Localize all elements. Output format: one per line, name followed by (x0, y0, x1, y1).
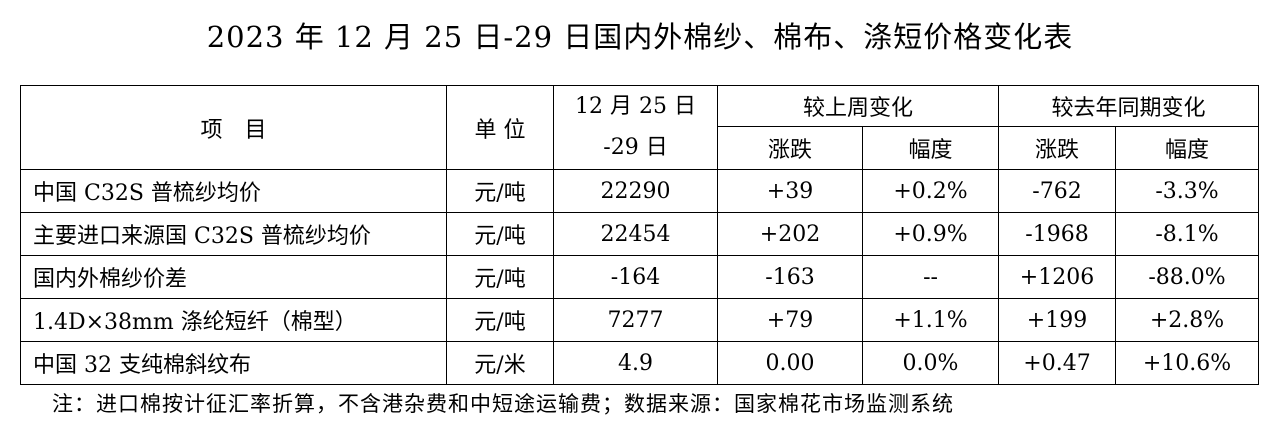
data-cell: -3.3% (1115, 169, 1260, 213)
data-cell: +0.47 (998, 341, 1117, 385)
data-cell: 4.9 (553, 341, 718, 385)
data-cell: +199 (998, 298, 1117, 342)
data-row: 国内外棉纱价差 元/吨 -164 -163 -- +1206 -88.0% (20, 255, 1260, 299)
data-cell: 7277 (553, 298, 718, 342)
data-cell: 元/吨 (446, 169, 554, 213)
data-cell: 元/吨 (446, 298, 554, 342)
data-cell: 元/米 (446, 341, 554, 385)
data-cell: 0.00 (717, 341, 863, 385)
data-cell: -- (861, 255, 1000, 299)
data-cell: +1206 (998, 255, 1117, 299)
data-cell: -762 (998, 169, 1117, 213)
data-cell: +1.1% (861, 298, 1000, 342)
header-cell: 较去年同期变化 (998, 85, 1260, 127)
header-cell: 项 目 (20, 85, 447, 170)
data-cell: -163 (717, 255, 863, 299)
title: 2023 年 12 月 25 日-29 日国内外棉纱、棉布、涤短价格变化表 (206, 20, 1074, 54)
data-row: 中国 32 支纯棉斜纹布 元/米 4.9 0.00 0.0% +0.47 +10.6% (20, 341, 1260, 385)
data-cell: 中国 32 支纯棉斜纹布 (20, 341, 447, 385)
data-cell: 0.0% (861, 341, 1000, 385)
data-cell: 元/吨 (446, 212, 554, 256)
data-cell: +10.6% (1115, 341, 1260, 385)
data-cell: +0.9% (861, 212, 1000, 256)
data-cell: -1968 (998, 212, 1117, 256)
header-row: 项 目单 位 12 月 25 日 -29 日 较上周变化 较去年同期变化 (20, 85, 1260, 170)
header-line: -29 日 (603, 134, 668, 160)
data-row: 中国 C32S 普梳纱均价 元/吨 22290 +39 +0.2% -762 -3.3% (20, 169, 1260, 213)
header-cell: 涨跌 (998, 126, 1117, 170)
header-cell: 幅度 (1115, 126, 1260, 170)
data-row: 1.4D×38mm 涤纶短纤（棉型） 元/吨 7277 +79 +1.1% +199 +2.… (20, 298, 1260, 342)
header-cell: 涨跌 (717, 126, 863, 170)
header-cell: 较上周变化 (716, 85, 1000, 127)
data-cell: -164 (553, 255, 718, 299)
header-cell: 单 位 (446, 85, 554, 170)
header-cell: 幅度 (861, 126, 1000, 170)
data-cell: 22454 (553, 212, 718, 256)
price-table: 项 目单 位 12 月 25 日 -29 日较上周变化 较去年同期变化 涨跌 幅度 涨跌 幅度… (20, 85, 1260, 385)
note: 注：进口棉按计征汇率折算，不含港杂费和中短途运输费；数据来源：国家棉花市场监测系… (52, 392, 954, 416)
data-row: 主要进口来源国 C32S 普梳纱均价 元/吨 22454 +202 +0.9% -1968… (20, 212, 1260, 256)
data-cell: 主要进口来源国 C32S 普梳纱均价 (20, 212, 447, 256)
data-cell: 国内外棉纱价差 (20, 255, 447, 299)
data-cell: 元/吨 (446, 255, 554, 299)
data-cell: +202 (717, 212, 863, 256)
data-cell: 22290 (553, 169, 718, 213)
header-cell: 12 月 25 日 -29 日 (553, 85, 718, 170)
data-cell: -8.1% (1115, 212, 1260, 256)
data-cell: +39 (717, 169, 863, 213)
data-cell: -88.0% (1115, 255, 1260, 299)
data-cell: +2.8% (1115, 298, 1260, 342)
data-cell: 中国 C32S 普梳纱均价 (20, 169, 447, 213)
header-line: 12 月 25 日 (575, 93, 696, 119)
data-cell: +0.2% (861, 169, 1000, 213)
data-cell: +79 (717, 298, 863, 342)
data-cell: 1.4D×38mm 涤纶短纤（棉型） (20, 298, 447, 342)
